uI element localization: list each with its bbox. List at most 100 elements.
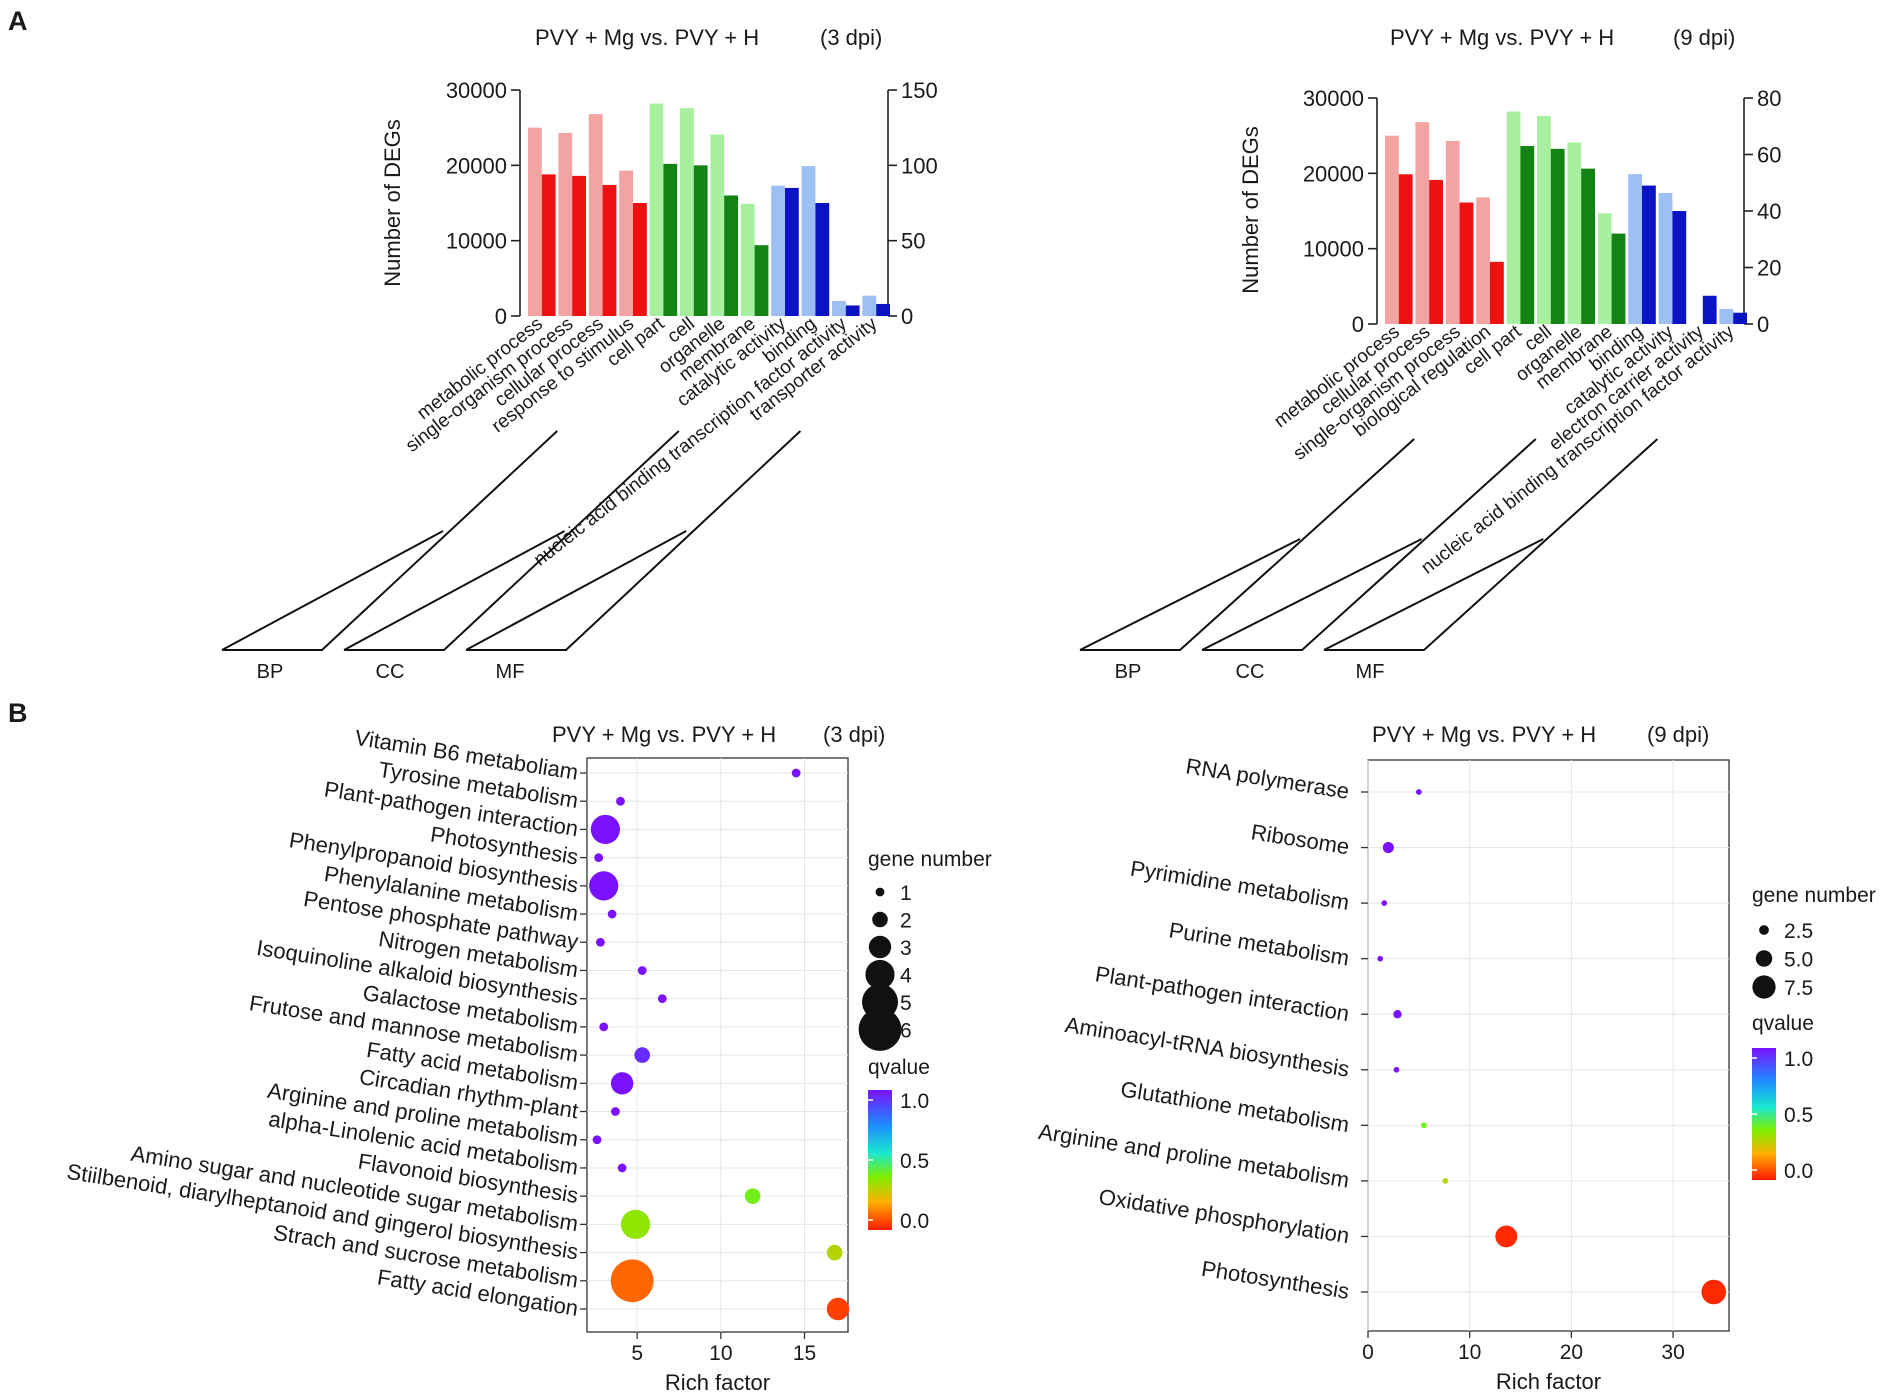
bubble	[1421, 1122, 1427, 1129]
bar-all-genes	[740, 203, 755, 316]
size-legend-dot	[1759, 925, 1769, 935]
size-legend-label: 3	[900, 937, 912, 960]
bubble	[791, 768, 801, 778]
pathway-label: Purine metabolism	[1167, 917, 1351, 970]
pathway-label: Photosynthesis	[1200, 1256, 1351, 1304]
chart-subtitle: (9 dpi)	[1647, 722, 1709, 747]
bar-degs	[602, 184, 617, 316]
bar-degs	[541, 174, 556, 316]
chart-subtitle: (3 dpi)	[823, 722, 885, 747]
group-bracket-mf	[1323, 438, 1659, 651]
bubble	[589, 871, 619, 901]
pathway-label: Ribosome	[1249, 819, 1351, 859]
bar-all-genes	[588, 114, 603, 317]
bubble	[599, 1022, 609, 1032]
bar-degs	[633, 203, 647, 316]
bar-degs	[1611, 233, 1626, 324]
size-legend-label: 2	[900, 910, 912, 933]
bar-degs	[1429, 179, 1443, 324]
color-legend-title: qvalue	[1752, 1012, 1814, 1035]
size-legend-label: 5.0	[1784, 949, 1813, 972]
size-legend-dot	[872, 911, 888, 928]
bar-degs	[572, 175, 586, 316]
bubble	[657, 994, 667, 1004]
panel-label-a: A	[8, 6, 28, 36]
bubble	[617, 1163, 627, 1173]
bar-degs	[845, 305, 860, 316]
color-legend-label: 0.5	[900, 1150, 929, 1173]
group-label-bp: BP	[1115, 661, 1142, 683]
x-tick-label: 10	[709, 1342, 732, 1365]
chart-title: PVY + Mg vs. PVY + H	[1372, 722, 1596, 747]
bar-degs	[1672, 211, 1687, 324]
y-tick-label-right: 20	[1757, 256, 1781, 281]
y-tick-label-left: 30000	[1303, 86, 1364, 111]
pathway-label: Plant-pathogen interaction	[1093, 961, 1351, 1026]
group-bracket-mf	[465, 430, 802, 651]
y-tick-label-left: 10000	[1303, 237, 1364, 262]
pathway-label: Glutathione metabolism	[1119, 1076, 1351, 1137]
panel-label-b: B	[8, 698, 28, 728]
pathway-label: Aminoacyl-tRNA biosynthesis	[1063, 1012, 1351, 1082]
y-axis-label: Number of DEGs	[1238, 126, 1263, 294]
bubble	[1382, 842, 1394, 854]
bar-all-genes	[801, 166, 816, 316]
y-tick-label-left: 0	[495, 304, 507, 329]
bar-degs	[815, 203, 830, 316]
y-tick-label-right: 50	[901, 229, 925, 254]
size-legend-dot	[875, 887, 885, 897]
bar-degs	[754, 245, 769, 316]
bubble	[610, 1259, 654, 1303]
bar-all-genes	[1415, 122, 1430, 325]
bar-degs	[1733, 312, 1747, 324]
size-legend-title: gene number	[868, 848, 992, 871]
y-tick-label-right: 80	[1757, 86, 1781, 111]
bar-degs	[1398, 174, 1413, 324]
chart-title: PVY + Mg vs. PVY + H	[1390, 25, 1614, 50]
bubble	[826, 1297, 850, 1321]
bubble	[1381, 900, 1388, 906]
bubble	[744, 1188, 761, 1204]
bar-all-genes	[832, 300, 846, 316]
y-tick-label-right: 0	[1757, 312, 1769, 337]
chart-subtitle: (3 dpi)	[820, 25, 882, 50]
bubble	[610, 1072, 634, 1095]
bar-degs	[1459, 202, 1474, 324]
size-legend-dot	[868, 935, 892, 959]
bubble	[620, 1209, 651, 1239]
bar-all-genes	[558, 132, 573, 316]
bubble	[1701, 1279, 1727, 1305]
bar-all-genes	[1719, 308, 1734, 324]
size-legend-label: 1	[900, 882, 912, 905]
color-legend-label: 0.0	[1784, 1160, 1813, 1183]
y-tick-label-right: 100	[901, 153, 938, 178]
group-label-mf: MF	[496, 661, 525, 683]
x-tick-label: 30	[1661, 1341, 1684, 1364]
bar-all-genes	[619, 170, 633, 316]
color-legend-label: 1.0	[900, 1090, 929, 1113]
y-tick-label-left: 10000	[446, 229, 507, 254]
bubble	[1415, 789, 1422, 795]
y-axis-label: Number of DEGs	[380, 119, 405, 287]
bar-degs	[1581, 168, 1595, 324]
size-legend-dot	[1752, 975, 1776, 999]
go-bar-chart-3dpi: PVY + Mg vs. PVY + H (3 dpi) 0 10000 20000 30…	[221, 25, 938, 683]
bar-all-genes	[1476, 197, 1490, 324]
size-legend-title: gene number	[1752, 884, 1876, 907]
bar-degs	[1702, 295, 1717, 324]
y-tick-label-right: 150	[901, 78, 938, 103]
bubble	[595, 937, 605, 947]
bubble	[611, 1107, 620, 1116]
bar-degs	[1550, 148, 1565, 324]
pathway-label: Oxidative phosphorylation	[1097, 1184, 1351, 1248]
bubble	[592, 1135, 602, 1145]
bar-all-genes	[710, 134, 725, 316]
chart-title: PVY + Mg vs. PVY + H	[552, 722, 776, 747]
x-tick-label: 10	[1458, 1341, 1481, 1364]
bar-all-genes	[1385, 135, 1399, 324]
bar-all-genes	[680, 108, 694, 316]
bar-all-genes	[1658, 192, 1673, 324]
bubble	[1393, 1066, 1400, 1073]
group-label-bp: BP	[257, 661, 284, 683]
